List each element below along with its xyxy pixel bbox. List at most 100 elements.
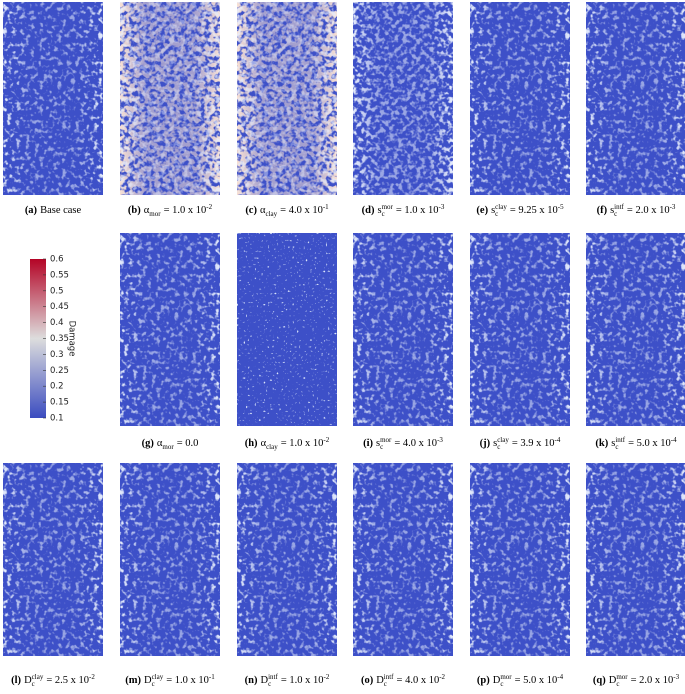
caption-symbol: s (611, 438, 615, 449)
caption-subscript: c (614, 210, 617, 218)
caption-letter: (l) (11, 675, 21, 686)
caption-superscript: clay (152, 673, 164, 681)
caption-letter: (p) (477, 675, 490, 686)
caption-symbol: α (144, 205, 150, 216)
caption-text: = 5.0 x 10 (515, 675, 558, 686)
damage-texture (586, 233, 685, 426)
colorbar-tick-label: 0.4 (50, 318, 64, 328)
caption-text: = 3.9 x 10 (512, 438, 555, 449)
panel-caption: (b) αmor = 1.0 x 10-2 (128, 203, 213, 218)
caption-exponent: -1 (323, 203, 329, 211)
caption-subscript: c (32, 680, 35, 688)
caption-superscript: intf (268, 673, 278, 681)
caption-text: = 2.5 x 10 (46, 675, 89, 686)
caption-text: = 1.0 x 10 (166, 675, 209, 686)
caption-exponent: -2 (439, 673, 445, 681)
damage-panel (586, 233, 685, 426)
damage-panel (470, 233, 570, 426)
damage-texture (237, 233, 337, 426)
caption-superscript: intf (384, 673, 394, 681)
caption-symbol: s (376, 438, 380, 449)
caption-letter: (e) (476, 205, 488, 216)
caption-letter: (d) (362, 205, 375, 216)
damage-panel (120, 2, 220, 195)
colorbar-tick-label: 0.25 (50, 366, 69, 376)
caption-symbol: s (493, 438, 497, 449)
caption-letter: (f) (597, 205, 608, 216)
panel-caption: (g) αmor = 0.0 (142, 438, 199, 451)
caption-subscript: mor (162, 443, 174, 451)
panel-caption: (l) Dcclay = 2.5 x 10-2 (11, 673, 95, 688)
damage-panel (3, 463, 103, 656)
caption-symbol: α (260, 205, 266, 216)
caption-letter: (n) (245, 675, 258, 686)
caption-text: = 2.0 x 10 (627, 205, 670, 216)
caption-text: = 1.0 x 10 (281, 675, 324, 686)
damage-panel (353, 2, 453, 195)
damage-panel (353, 463, 453, 656)
caption-symbol: α (157, 438, 163, 449)
damage-panel (237, 463, 337, 656)
colorbar-tick-label: 0.55 (50, 270, 69, 280)
caption-exponent: -3 (437, 436, 443, 444)
caption-subscript: c (616, 680, 619, 688)
caption-exponent: -3 (439, 203, 445, 211)
caption-superscript: intf (615, 436, 625, 444)
panel-caption: (o) Dcintf = 4.0 x 10-2 (361, 673, 446, 688)
caption-exponent: -4 (557, 673, 563, 681)
caption-subscript: c (380, 443, 383, 451)
caption-superscript: mor (500, 673, 512, 681)
caption-subscript: c (384, 680, 387, 688)
panel-caption: (d) scmor = 1.0 x 10-3 (362, 203, 445, 218)
caption-symbol: D (261, 675, 269, 686)
panel-caption: (h) αclay = 1.0 x 10-2 (245, 436, 330, 451)
damage-texture (353, 2, 453, 195)
colorbar-tick-label: 0.2 (50, 382, 64, 392)
caption-text: = 4.0 x 10 (280, 205, 323, 216)
caption-text: = 2.0 x 10 (631, 675, 674, 686)
caption-letter: (g) (142, 438, 155, 449)
caption-text: Base case (40, 205, 81, 216)
colorbar-tick-label: 0.1 (50, 414, 64, 424)
panel-caption: (i) scmor = 4.0 x 10-3 (363, 436, 443, 451)
caption-symbol: D (493, 675, 501, 686)
caption-letter: (b) (128, 205, 141, 216)
damage-texture (3, 463, 103, 656)
damage-panel (120, 463, 220, 656)
damage-texture (237, 2, 337, 195)
panel-caption: (c) αclay = 4.0 x 10-1 (245, 203, 329, 218)
caption-exponent: -2 (323, 436, 329, 444)
caption-symbol: D (609, 675, 617, 686)
caption-text: = 5.0 x 10 (628, 438, 671, 449)
caption-subscript: c (615, 443, 618, 451)
caption-exponent: -5 (558, 203, 564, 211)
caption-symbol: D (144, 675, 152, 686)
caption-exponent: -4 (671, 436, 677, 444)
colorbar-label: Damage (67, 321, 77, 357)
damage-texture (586, 2, 685, 195)
caption-text: = 4.0 x 10 (397, 675, 440, 686)
damage-panel (237, 233, 337, 426)
caption-letter: (j) (480, 438, 491, 449)
caption-exponent: -2 (324, 673, 330, 681)
caption-exponent: -1 (209, 673, 215, 681)
damage-texture (470, 2, 570, 195)
caption-subscript: c (500, 680, 503, 688)
colorbar-tick-label: 0.3 (50, 350, 64, 360)
caption-letter: (c) (245, 205, 257, 216)
panel-caption: (k) scintf = 5.0 x 10-4 (595, 436, 677, 451)
caption-text: = 1.0 x 10 (164, 205, 207, 216)
damage-panel (237, 2, 337, 195)
damage-texture (237, 463, 337, 656)
caption-superscript: clay (497, 436, 509, 444)
caption-letter: (h) (245, 438, 258, 449)
caption-exponent: -2 (89, 673, 95, 681)
damage-panel (470, 2, 570, 195)
colorbar-tick-label: 0.45 (50, 302, 69, 312)
caption-superscript: clay (32, 673, 44, 681)
colorbar-tick-label: 0.5 (50, 286, 64, 296)
panel-caption: (a) Base case (25, 205, 82, 216)
caption-subscript: c (495, 210, 498, 218)
caption-letter: (m) (125, 675, 141, 686)
